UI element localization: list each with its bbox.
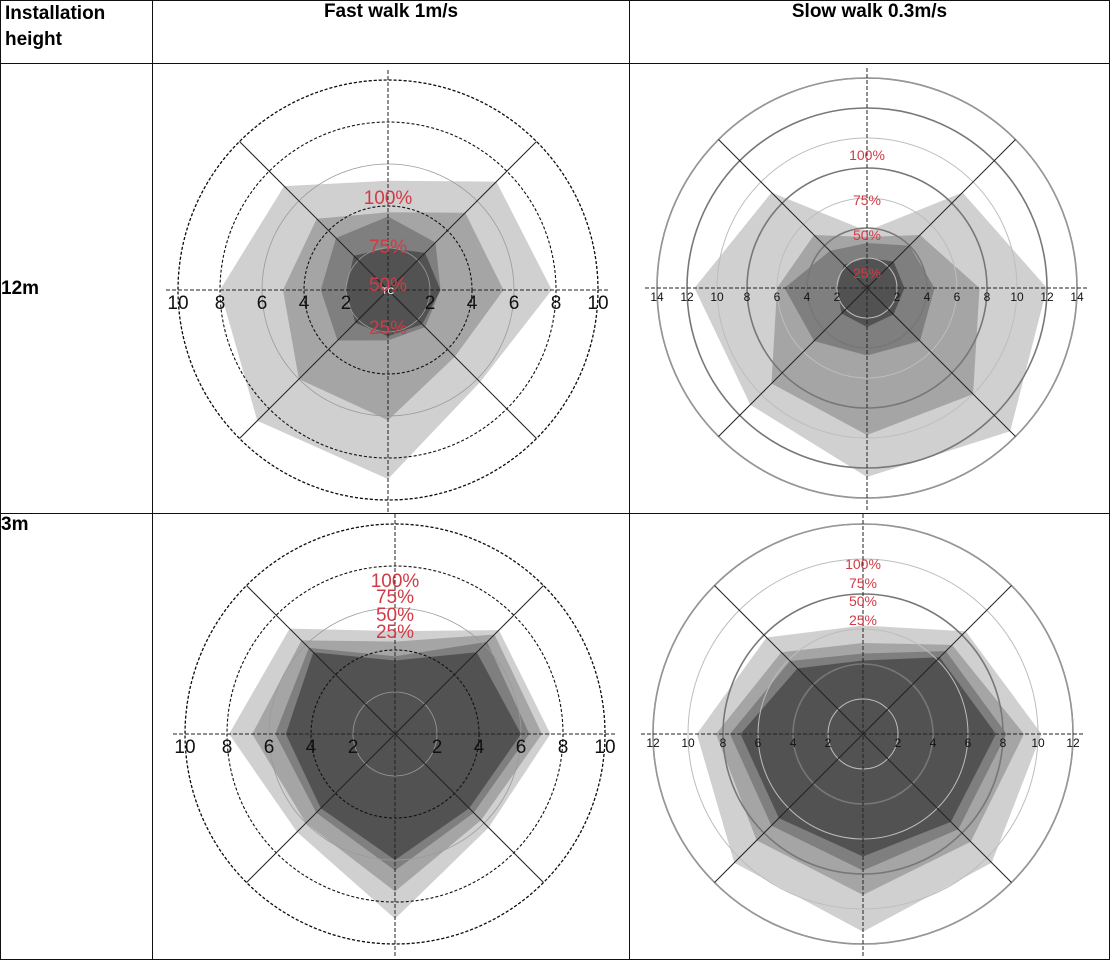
axis-line bbox=[239, 141, 537, 439]
x-tick-label: 4 bbox=[924, 290, 931, 304]
x-tick-label: 4 bbox=[930, 736, 937, 750]
header-slow-walk: Slow walk 0.3m/s bbox=[629, 0, 1110, 64]
x-tick-label: 12 bbox=[1066, 736, 1080, 750]
x-tick-label: 14 bbox=[1070, 290, 1084, 304]
level-label: 100% bbox=[845, 556, 881, 572]
radar-area-25pct bbox=[346, 248, 441, 337]
level-label: 100% bbox=[364, 188, 413, 209]
radar-area-25pct bbox=[740, 657, 996, 857]
level-label: 25% bbox=[376, 622, 414, 643]
level-label: 50% bbox=[376, 605, 414, 626]
x-tick-label: 14 bbox=[650, 290, 664, 304]
level-label: 25% bbox=[853, 265, 881, 281]
x-tick-label: 8 bbox=[720, 736, 727, 750]
axis-line bbox=[714, 585, 1012, 883]
x-tick-label: 8 bbox=[222, 737, 233, 758]
header-installation-height: Installation height bbox=[0, 0, 153, 64]
x-tick-label: 6 bbox=[509, 293, 520, 314]
x-tick-label: 8 bbox=[744, 290, 751, 304]
cell-3m-fast: 10 8 6 4 2 2 4 6 8 10 100% 75% 50% 25% bbox=[152, 513, 630, 960]
x-tick-label: 12 bbox=[680, 290, 694, 304]
x-tick-label: 2 bbox=[895, 736, 902, 750]
radar-chart-12m-fast: 10 8 6 4 2 2 4 6 8 10 TC 100% 75% 50% 25% bbox=[166, 68, 610, 512]
x-tick-label: 8 bbox=[215, 293, 226, 314]
x-tick-label: 6 bbox=[257, 293, 268, 314]
x-tick-label: 2 bbox=[341, 293, 352, 314]
x-tick-label: 4 bbox=[790, 736, 797, 750]
x-tick-label: 6 bbox=[965, 736, 972, 750]
x-tick-label: 6 bbox=[264, 737, 275, 758]
x-tick-label: 10 bbox=[1031, 736, 1045, 750]
radar-chart-3m-fast: 10 8 6 4 2 2 4 6 8 10 100%75%50%25% bbox=[173, 514, 617, 956]
x-tick-label: 6 bbox=[954, 290, 961, 304]
x-tick-label: 2 bbox=[432, 737, 443, 758]
level-label: 75% bbox=[376, 587, 414, 608]
cell-12m-fast: 10 8 6 4 2 2 4 6 8 10 TC 100% 75% 50% 25% bbox=[152, 63, 630, 514]
x-tick-label: 8 bbox=[984, 290, 991, 304]
x-tick-label: 8 bbox=[558, 737, 569, 758]
level-label: 50% bbox=[849, 593, 877, 609]
x-tick-label: 6 bbox=[516, 737, 527, 758]
x-tick-label: 8 bbox=[551, 293, 562, 314]
level-label: 100% bbox=[371, 571, 420, 592]
center-label: TC bbox=[382, 286, 394, 296]
row-label-3m: 3m bbox=[0, 513, 153, 960]
level-label: 100% bbox=[849, 147, 885, 163]
radar-area-25pct bbox=[285, 652, 521, 860]
x-tick-label: 2 bbox=[894, 290, 901, 304]
x-tick-label: 4 bbox=[306, 737, 317, 758]
level-label: 75% bbox=[853, 192, 881, 208]
axis-line bbox=[246, 585, 544, 883]
level-label: 50% bbox=[853, 227, 881, 243]
cell-3m-slow: 12 10 8 6 4 2 2 4 6 8 10 12 100% 75% 50% 25% bbox=[629, 513, 1110, 960]
x-tick-label: 10 bbox=[681, 736, 695, 750]
x-tick-label: 12 bbox=[646, 736, 660, 750]
level-label: 50% bbox=[369, 275, 407, 296]
x-tick-label: 10 bbox=[710, 290, 724, 304]
x-tick-label: 2 bbox=[425, 293, 436, 314]
x-tick-label: 2 bbox=[348, 737, 359, 758]
level-label: 25% bbox=[369, 318, 407, 339]
x-tick-label: 10 bbox=[174, 737, 195, 758]
axis-line bbox=[718, 139, 1016, 437]
radar-chart-12m-slow: 14 12 10 8 6 4 2 2 4 6 8 10 12 14 100% 75% 50% 25% bbox=[645, 66, 1089, 510]
x-tick-label: 8 bbox=[1000, 736, 1007, 750]
x-tick-label: 10 bbox=[594, 737, 615, 758]
x-tick-label: 10 bbox=[1010, 290, 1024, 304]
x-tick-label: 4 bbox=[299, 293, 310, 314]
cell-12m-slow: 14 12 10 8 6 4 2 2 4 6 8 10 12 14 100% 75% 50% 25% bbox=[629, 63, 1110, 514]
x-tick-label: 6 bbox=[774, 290, 781, 304]
x-tick-label: 2 bbox=[834, 290, 841, 304]
x-tick-label: 12 bbox=[1040, 290, 1054, 304]
level-label: 75% bbox=[849, 575, 877, 591]
row-label-12m: 12m bbox=[0, 63, 153, 514]
x-tick-label: 10 bbox=[587, 293, 608, 314]
level-label: 25% bbox=[849, 612, 877, 628]
level-label: 75% bbox=[369, 237, 407, 258]
x-tick-label: 4 bbox=[467, 293, 478, 314]
radar-chart-3m-slow: 12 10 8 6 4 2 2 4 6 8 10 12 100% 75% 50% 25% bbox=[641, 514, 1085, 956]
header-fast-walk: Fast walk 1m/s bbox=[152, 0, 630, 64]
x-tick-label: 4 bbox=[474, 737, 485, 758]
x-tick-label: 6 bbox=[755, 736, 762, 750]
x-tick-label: 10 bbox=[167, 293, 188, 314]
x-tick-label: 4 bbox=[804, 290, 811, 304]
x-tick-label: 2 bbox=[825, 736, 832, 750]
